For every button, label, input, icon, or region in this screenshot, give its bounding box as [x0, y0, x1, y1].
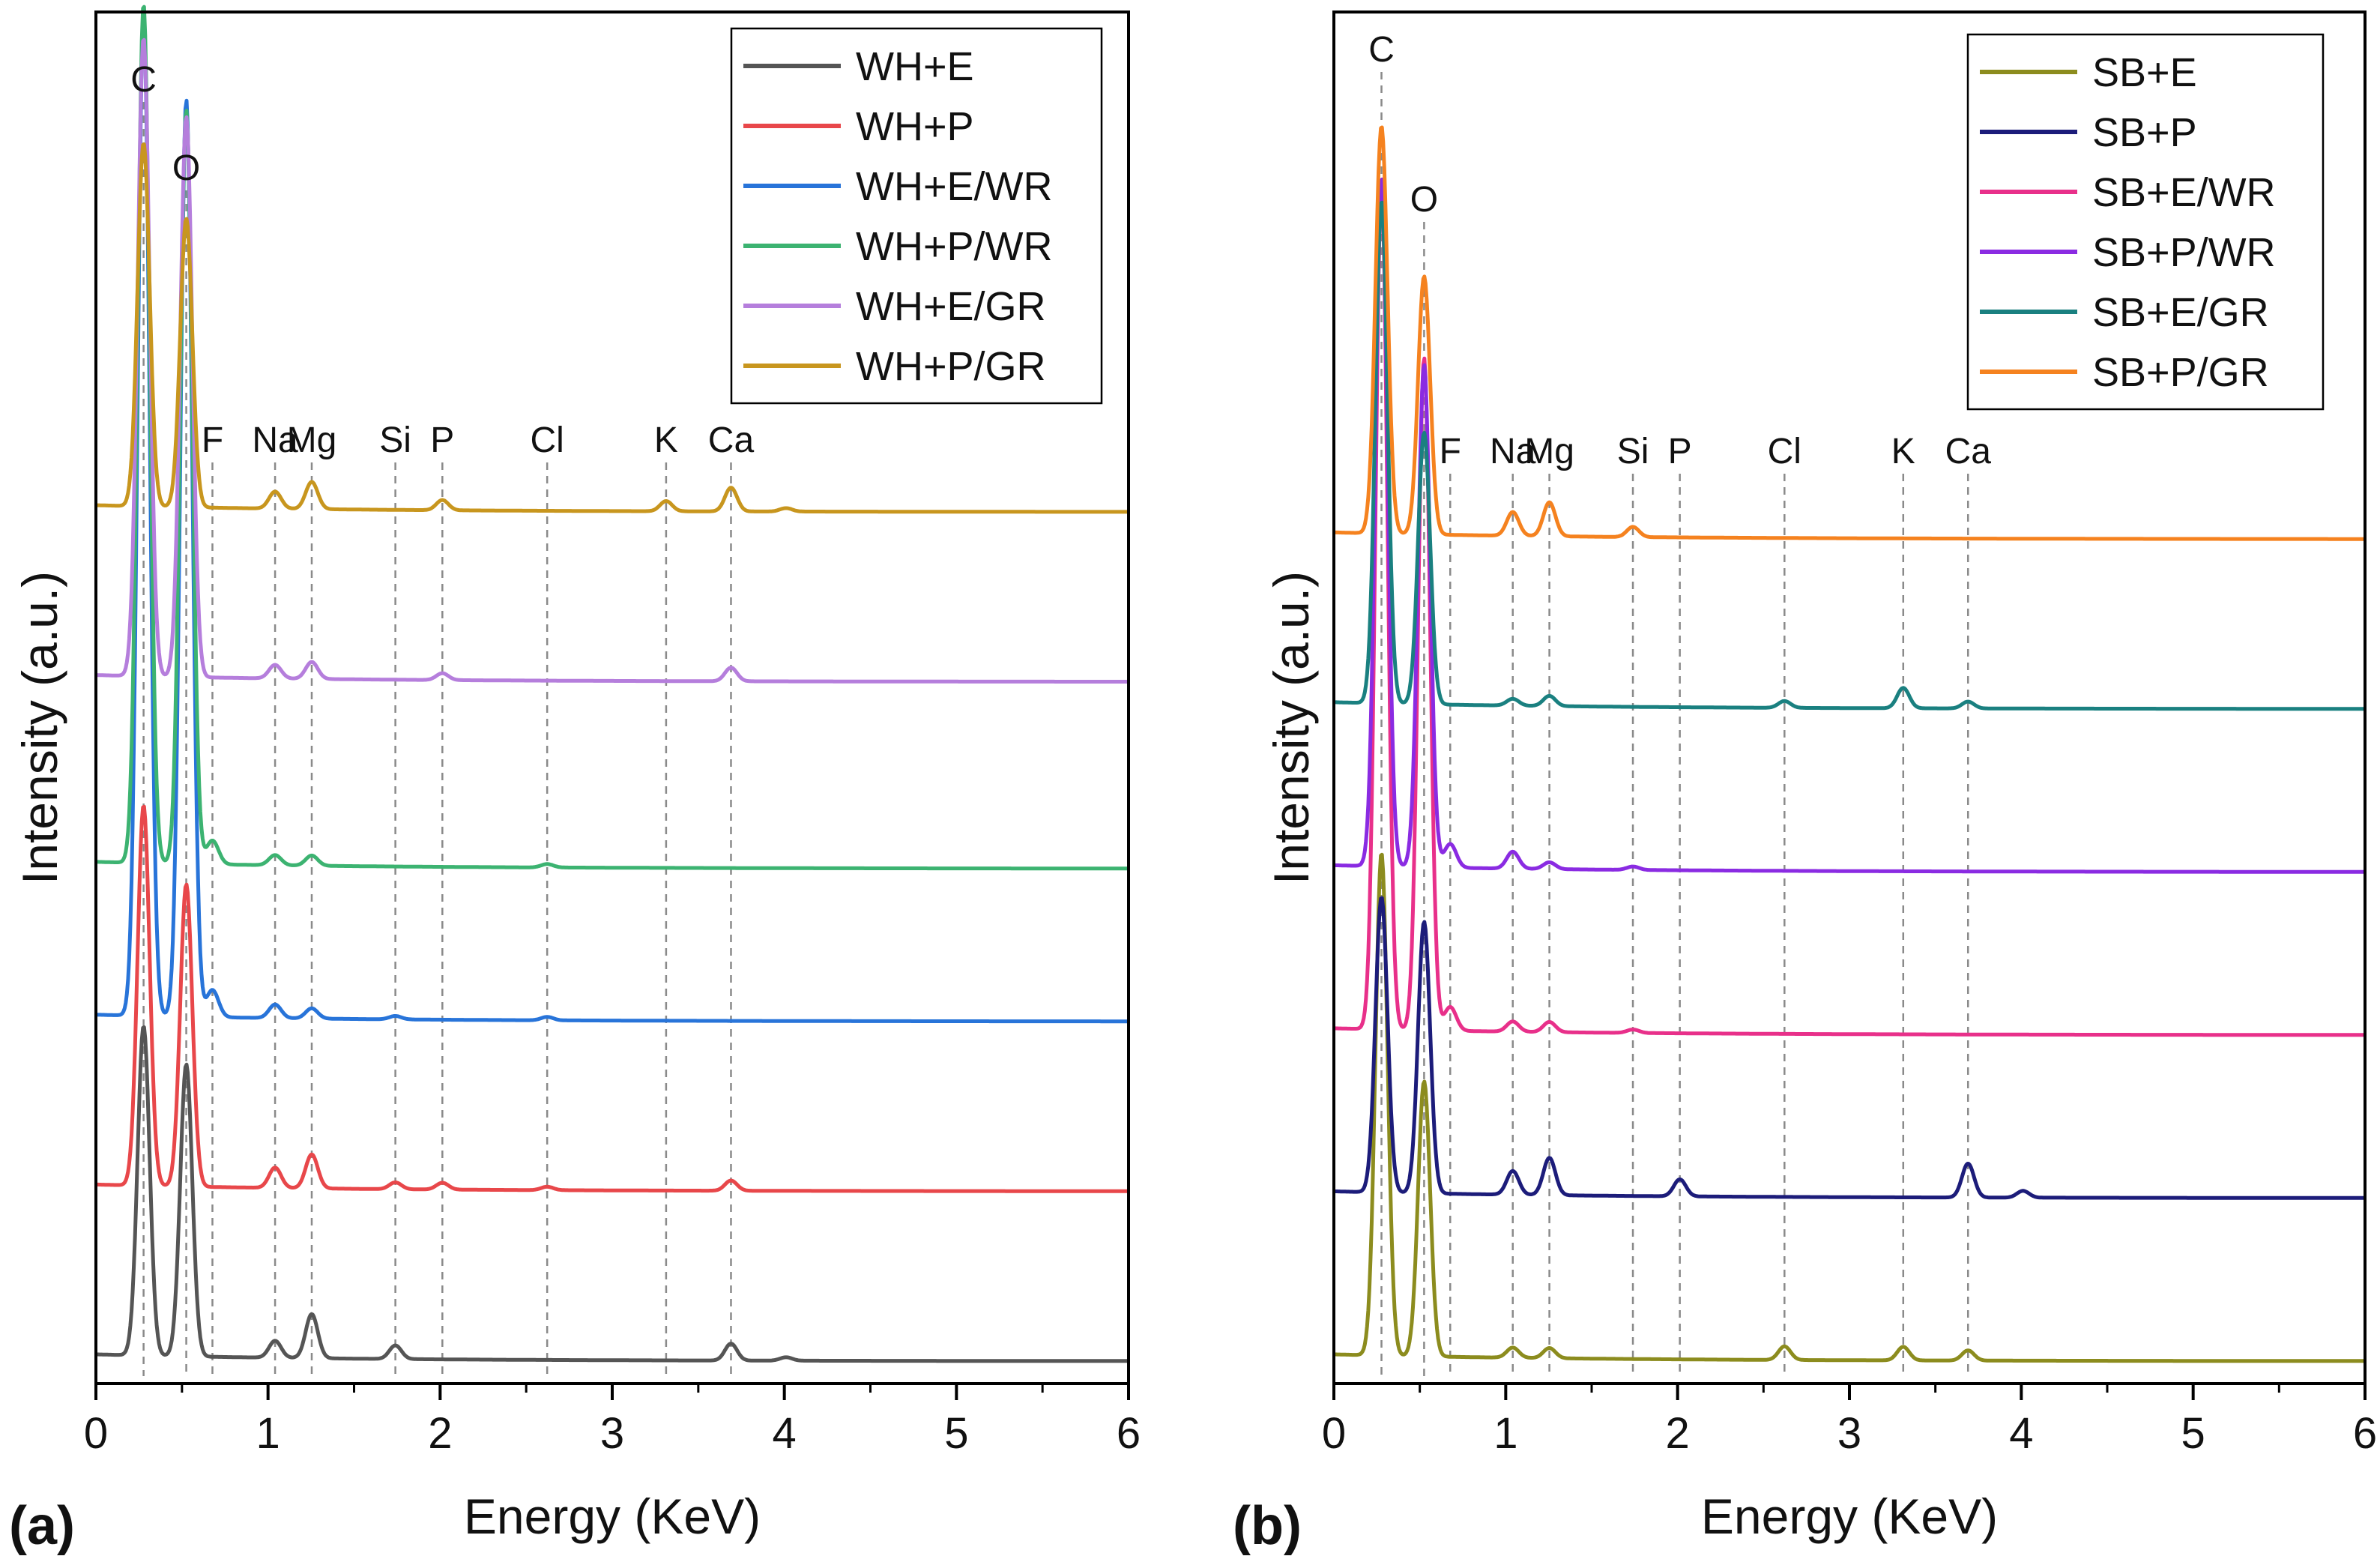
legend: SB+E SB+P SB+E/WR SB+P/WR SB+E/GR SB+P/GR	[1966, 33, 2325, 411]
element-label-mg: Mg	[287, 420, 337, 460]
legend-box	[1966, 33, 2325, 411]
x-tick-label: 1	[1493, 1409, 1517, 1458]
x-tick-label: 2	[1666, 1409, 1690, 1458]
series-line-wh-e	[95, 1025, 1129, 1363]
x-tick-label: 5	[944, 1409, 968, 1458]
series-line-wh-p-wr	[95, 4, 1129, 871]
x-tick-label: 1	[256, 1409, 280, 1458]
x-tick-label: 3	[600, 1409, 624, 1458]
y-axis-title: Intensity (a.u.)	[12, 571, 67, 884]
element-label-c: C	[1368, 30, 1395, 70]
series-line-sb-p-gr	[1333, 125, 2366, 541]
element-guide-lines	[142, 102, 732, 1376]
element-label-cl: Cl	[531, 420, 564, 460]
x-tick-label: 4	[2009, 1409, 2033, 1458]
element-label-f: F	[1440, 432, 1461, 471]
legend-label: WH+P/WR	[856, 224, 1053, 269]
legend-label: WH+E/WR	[856, 164, 1053, 209]
x-axis-title: Energy (KeV)	[464, 1489, 761, 1544]
series-line-sb-e-gr	[1333, 200, 2366, 711]
x-tick-label: 0	[1322, 1409, 1346, 1458]
series-line-wh-e-gr	[95, 37, 1129, 684]
element-label-si: Si	[1617, 432, 1649, 471]
legend-label: SB+P/WR	[2092, 230, 2276, 275]
legend-label: WH+P/GR	[856, 344, 1046, 389]
series-line-sb-p	[1333, 896, 2366, 1200]
element-label-na: Na	[1490, 432, 1536, 471]
element-label-c: C	[130, 60, 157, 100]
series-line-wh-e-wr	[95, 15, 1129, 1024]
element-label-k: K	[1891, 432, 1915, 471]
x-tick-label: 5	[2181, 1409, 2205, 1458]
element-label-ca: Ca	[1945, 432, 1992, 471]
legend-label: WH+E/GR	[856, 284, 1046, 329]
series-line-wh-p	[95, 804, 1129, 1193]
series-line-sb-e-wr	[1333, 184, 2366, 1037]
legend-label: SB+E/GR	[2092, 290, 2269, 335]
x-tick-label: 6	[1117, 1409, 1141, 1458]
series-line-sb-e	[1333, 852, 2366, 1363]
element-label-p: P	[1668, 432, 1692, 471]
x-tick-label: 3	[1837, 1409, 1861, 1458]
element-label-p: P	[430, 420, 454, 460]
legend-label: SB+P/GR	[2092, 350, 2269, 395]
x-axis-title: Energy (KeV)	[1701, 1489, 1998, 1544]
y-axis-title: Intensity (a.u.)	[1263, 571, 1319, 884]
element-label-cl: Cl	[1768, 432, 1801, 471]
x-axis-ticks: 0 1 2 3 4 5 6	[1322, 1384, 2377, 1458]
element-label-k: K	[654, 420, 678, 460]
x-tick-label: 4	[773, 1409, 797, 1458]
element-label-ca: Ca	[708, 420, 755, 460]
legend-label: WH+P	[856, 104, 974, 149]
x-axis-ticks: 0 1 2 3 4 5 6	[84, 1384, 1141, 1458]
element-label-na: Na	[252, 420, 298, 460]
spectra-curves	[95, 4, 1129, 1363]
element-label-mg: Mg	[1524, 432, 1574, 471]
panel-tag: (b)	[1233, 1496, 1302, 1556]
series-line-wh-p-gr	[95, 142, 1129, 514]
x-tick-label: 2	[428, 1409, 452, 1458]
element-label-f: F	[202, 420, 223, 460]
legend-label: SB+P	[2092, 110, 2197, 155]
legend-label: SB+E/WR	[2092, 170, 2276, 215]
spectra-curves	[1333, 125, 2366, 1363]
element-label-o: O	[1410, 180, 1438, 220]
legend-box	[730, 27, 1103, 405]
series-line-sb-p-wr	[1333, 177, 2366, 874]
element-label-si: Si	[379, 420, 411, 460]
x-tick-label: 0	[84, 1409, 108, 1458]
legend-label: SB+E	[2092, 50, 2197, 95]
legend: WH+E WH+P WH+E/WR WH+P/WR WH+E/GR WH+P/GR	[730, 27, 1103, 405]
panel-tag: (a)	[9, 1496, 75, 1556]
element-guide-lines	[1380, 72, 1969, 1376]
legend-label: WH+E	[856, 44, 974, 89]
x-tick-label: 6	[2353, 1409, 2377, 1458]
element-label-o: O	[172, 148, 200, 188]
